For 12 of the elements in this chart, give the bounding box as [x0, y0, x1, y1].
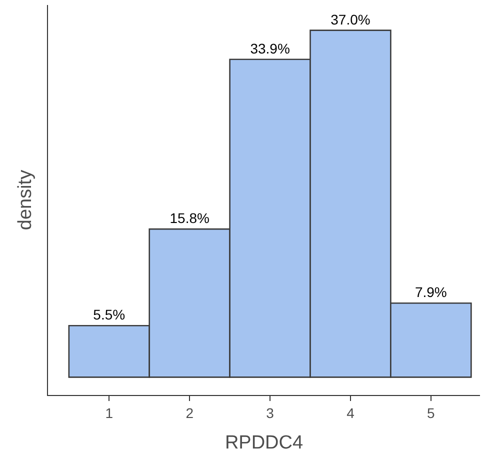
x-tick-label: 2 [186, 404, 194, 421]
x-axis-title: RPDDC4 [224, 432, 304, 454]
data-label: 33.9% [250, 40, 290, 56]
x-tick-label: 5 [427, 404, 436, 421]
x-tick-label: 4 [346, 404, 355, 421]
data-label: 5.5% [93, 306, 126, 323]
data-label: 7.9% [414, 284, 447, 300]
x-tick-label: 3 [266, 404, 274, 421]
x-tick-label: 1 [105, 404, 114, 421]
data-label: 37.0% [330, 11, 370, 28]
data-label: 15.8% [170, 210, 210, 226]
y-axis-title: density [14, 169, 36, 230]
